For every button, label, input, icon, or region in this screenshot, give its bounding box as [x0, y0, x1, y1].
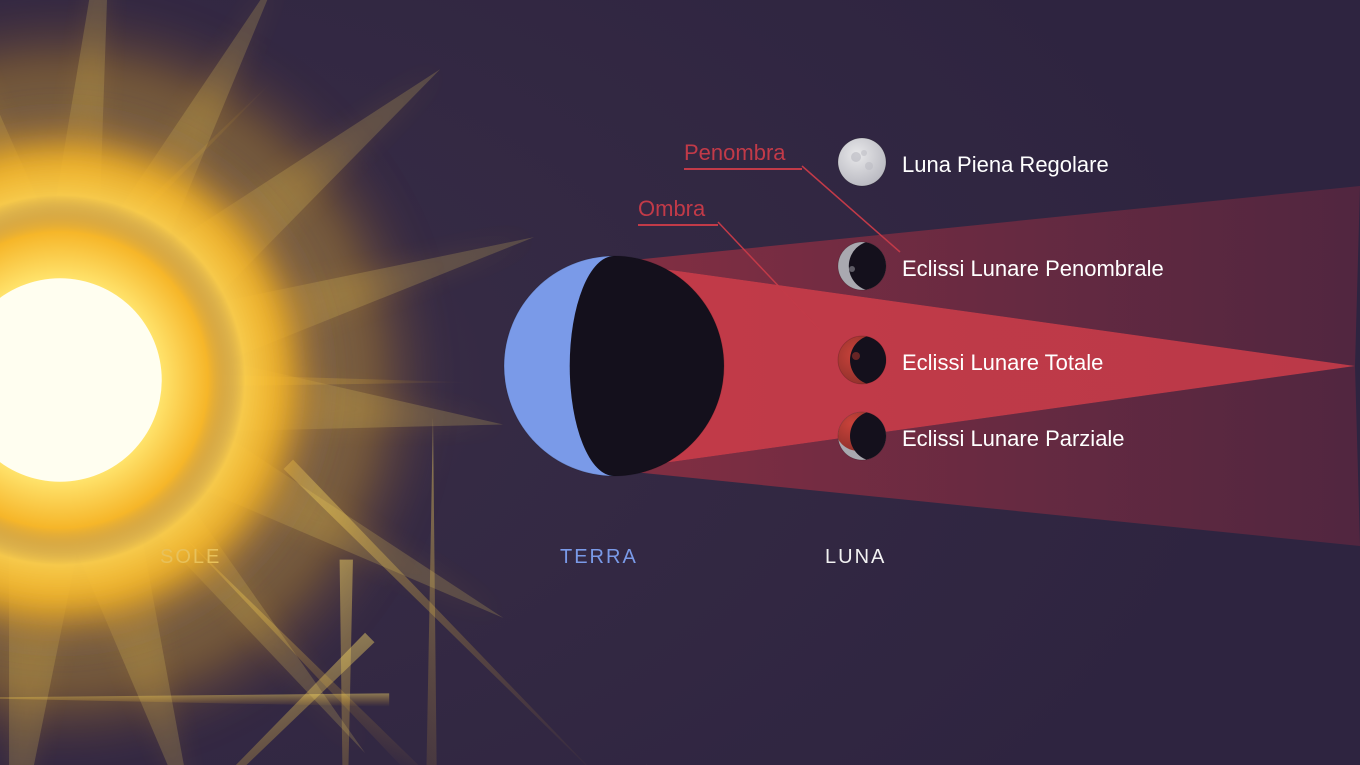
sun-label: SOLE: [160, 546, 221, 569]
moon-total-label: Eclissi Lunare Totale: [902, 350, 1103, 376]
moon-full-label: Luna Piena Regolare: [902, 152, 1109, 178]
diagram-svg: [0, 0, 1360, 765]
earth-label: TERRA: [560, 546, 638, 569]
moon-penumbral-label: Eclissi Lunare Penombrale: [902, 256, 1164, 282]
eclipse-diagram: SOLE TERRA LUNA Penombra Ombra Luna Pien…: [0, 0, 1360, 765]
moon-column-label: LUNA: [825, 546, 886, 569]
penumbra-label: Penombra: [684, 140, 802, 170]
moon-full: [838, 138, 886, 186]
moon-partial-label: Eclissi Lunare Parziale: [902, 426, 1125, 452]
umbra-label: Ombra: [638, 196, 718, 226]
